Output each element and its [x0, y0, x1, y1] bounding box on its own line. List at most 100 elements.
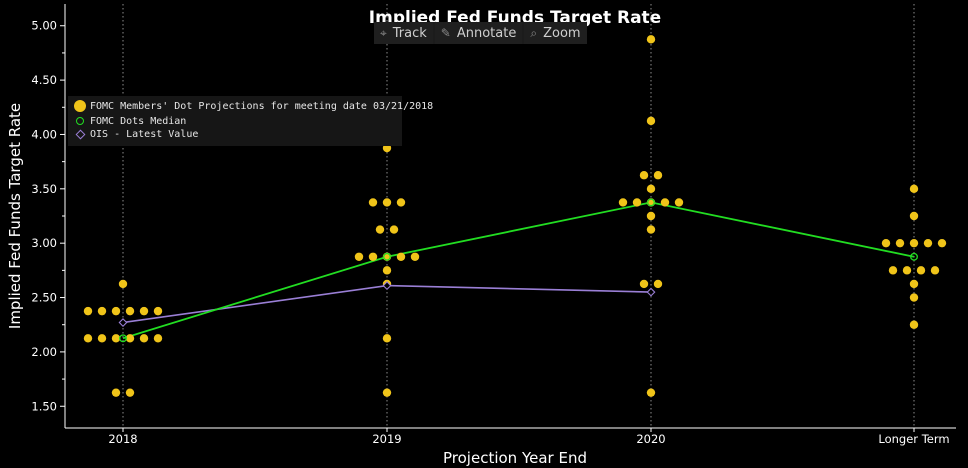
ois-point: [646, 287, 656, 297]
dot-point: [909, 211, 919, 221]
yellow-dot-icon: [74, 100, 86, 112]
dot-point: [674, 198, 684, 207]
dot-point: [111, 306, 121, 316]
dot-point: [354, 252, 364, 261]
y-tick-label: 1.50: [31, 399, 57, 413]
y-tick-label: 4.50: [31, 73, 57, 87]
crosshair-icon: ⌖: [380, 25, 387, 40]
dot-point: [881, 238, 891, 248]
dot-point: [632, 198, 642, 207]
y-axis-label: Implied Fed Funds Target Rate: [6, 103, 24, 329]
dot-point: [660, 198, 670, 207]
purple-diamond-icon: [74, 128, 86, 140]
dot-point: [111, 334, 121, 343]
dot-point: [118, 279, 128, 289]
dot-point: [646, 116, 656, 126]
dot-point: [653, 279, 663, 289]
dot-point: [139, 306, 149, 316]
dot-point: [375, 225, 385, 234]
dot-point: [83, 334, 93, 343]
dot-point: [639, 279, 649, 289]
dot-point: [909, 279, 919, 289]
x-ticks: 2018 2019 2020 Longer Term: [108, 428, 950, 446]
dot-point: [97, 334, 107, 343]
dot-point: [410, 252, 420, 261]
ois-point: [118, 318, 128, 327]
dot-point: [83, 306, 93, 316]
dot-point: [153, 306, 163, 316]
dot-point: [909, 238, 919, 248]
y-ticks: 1.50 2.00 2.50 3.00 3.50 4.00 4.50 5.00: [31, 19, 65, 413]
y-tick-label: 2.00: [31, 345, 57, 359]
y-tick-label: 5.00: [31, 19, 57, 33]
dot-point: [382, 198, 392, 207]
dot-point: [930, 266, 940, 275]
dot-point: [382, 266, 392, 275]
dot-point: [368, 198, 378, 207]
y-tick-label: 2.50: [31, 291, 57, 305]
dot-point: [909, 184, 919, 194]
dot-point: [618, 198, 628, 207]
dot-point: [646, 211, 656, 221]
series-lines: [122, 201, 915, 340]
dot-point: [382, 334, 392, 343]
zoom-button[interactable]: ⌕ Zoom: [524, 22, 587, 44]
median-point: [910, 252, 918, 261]
annotate-label: Annotate: [456, 25, 517, 41]
track-button[interactable]: ⌖ Track: [374, 22, 433, 44]
median-point: [647, 198, 655, 207]
dot-point: [888, 266, 898, 275]
y-tick-label: 3.00: [31, 236, 57, 250]
dot-point: [125, 306, 135, 316]
grid: [122, 4, 915, 428]
green-ring-icon: [74, 115, 86, 127]
dot-point: [646, 184, 656, 194]
magnifier-icon: ⌕: [530, 25, 538, 40]
dot-point: [895, 238, 905, 248]
median-point: [119, 334, 127, 343]
legend-label-ois: OIS - Latest Value: [90, 128, 199, 140]
dot-point: [646, 388, 656, 397]
legend-item-dots: FOMC Members' Dot Projections for meetin…: [74, 100, 433, 112]
dot-point: [909, 320, 919, 329]
dot-point: [125, 334, 135, 343]
zoom-label: Zoom: [543, 25, 581, 41]
track-label: Track: [392, 25, 427, 41]
dot-point: [389, 225, 399, 234]
dot-point: [153, 334, 163, 343]
dot-point: [923, 238, 933, 248]
dot-point: [646, 35, 656, 44]
dot-point: [937, 238, 947, 248]
dot-point: [111, 388, 121, 397]
dot-point: [368, 252, 378, 261]
dot-point: [97, 306, 107, 316]
y-tick-label: 3.50: [31, 182, 57, 196]
legend-item-median: FOMC Dots Median: [74, 115, 186, 127]
legend-label-dots: FOMC Members' Dot Projections for meetin…: [90, 100, 434, 112]
median-line: [122, 201, 915, 340]
x-axis-label: Projection Year End: [443, 449, 587, 467]
dot-point: [382, 388, 392, 397]
ois-point: [382, 281, 392, 291]
legend-item-ois: OIS - Latest Value: [74, 128, 198, 140]
legend-label-median: FOMC Dots Median: [90, 115, 187, 127]
x-tick-label: 2020: [636, 432, 665, 446]
y-tick-label: 4.00: [31, 127, 57, 141]
median-point: [383, 252, 391, 261]
series-marks: [83, 35, 947, 397]
x-tick-label: Longer Term: [878, 432, 949, 446]
x-tick-label: 2019: [372, 432, 401, 446]
dot-point: [916, 266, 926, 275]
dot-point: [396, 252, 406, 261]
dot-point: [646, 225, 656, 234]
dot-point: [139, 334, 149, 343]
x-tick-label: 2018: [108, 432, 137, 446]
axes: [64, 4, 956, 429]
dot-point: [125, 388, 135, 397]
dot-point: [909, 293, 919, 302]
annotate-button[interactable]: ✎ Annotate: [434, 22, 523, 44]
pencil-icon: ✎: [440, 26, 451, 40]
dot-point: [653, 171, 663, 180]
dot-point: [902, 266, 912, 275]
